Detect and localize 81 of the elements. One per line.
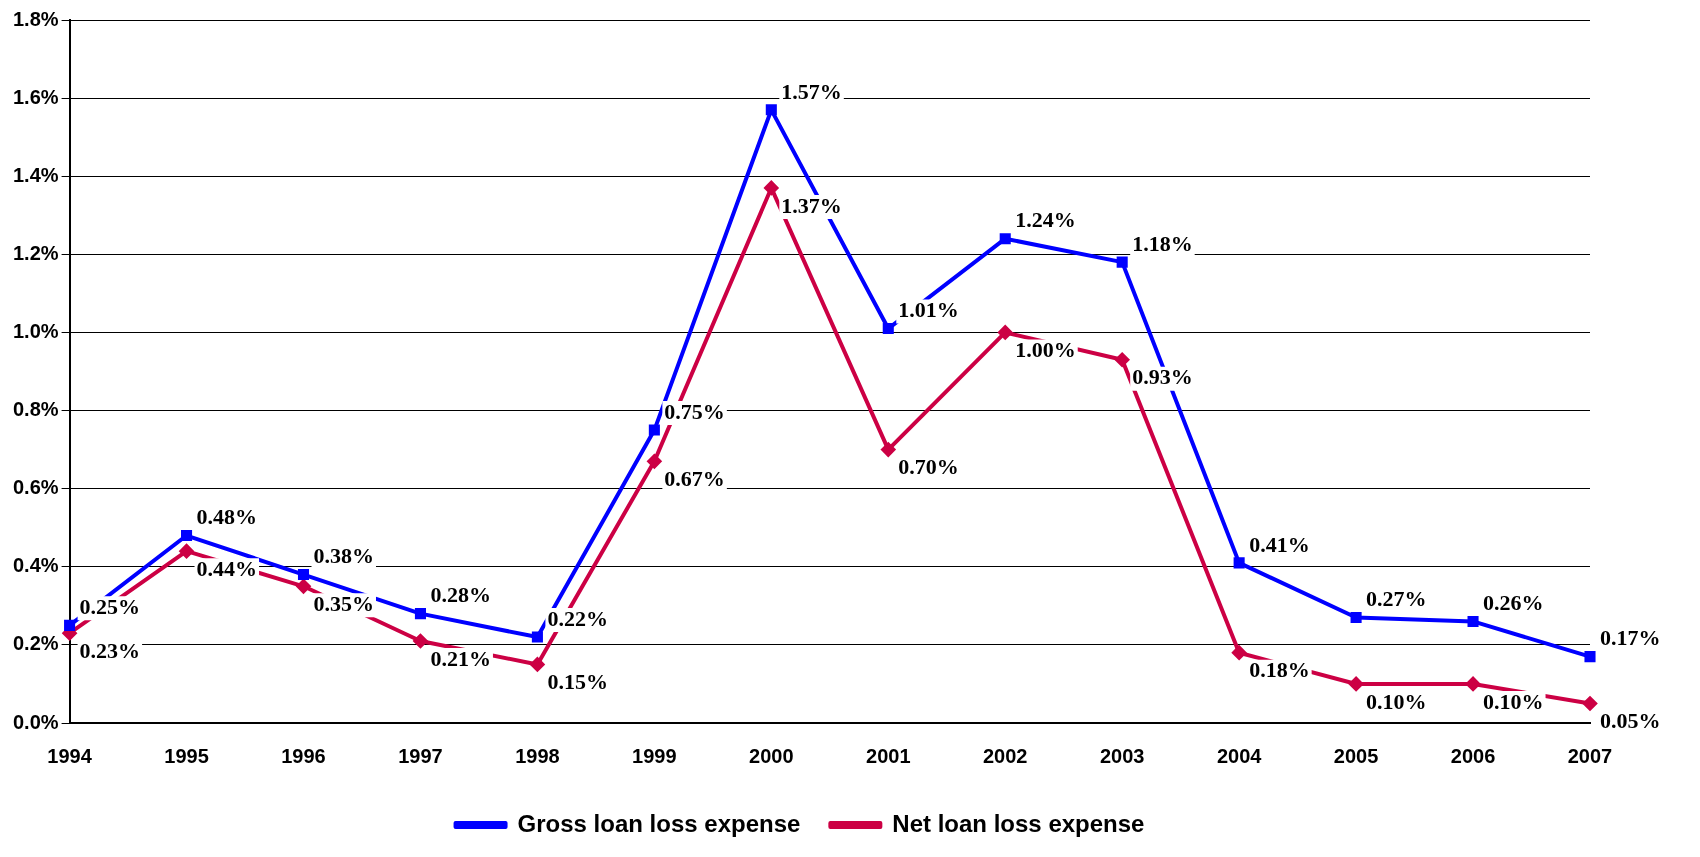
point [999,233,1011,245]
point [1584,651,1596,663]
x-tick-label: 1997 [398,744,443,767]
point [1115,352,1130,367]
point [1349,676,1364,691]
data-label: 0.70% [898,454,959,480]
data-label: 0.41% [1249,531,1310,557]
data-label: 1.01% [898,297,959,323]
x-tick-label: 1998 [515,744,560,767]
point [1467,615,1479,627]
x-tick-label: 2001 [866,744,911,767]
point [414,608,426,620]
point [765,104,777,116]
y-tick-label: 0.2% [12,632,59,655]
point [1350,612,1362,624]
x-tick-label: 2006 [1450,744,1496,767]
point [64,619,76,631]
data-label: 0.15% [547,669,608,695]
x-tick-label: 2007 [1567,744,1613,767]
legend-label: Gross loan loss expense [517,809,801,837]
point [1466,676,1481,691]
x-tick-label: 2005 [1333,744,1379,767]
data-label: 0.38% [313,543,374,569]
data-label: 0.48% [196,504,258,530]
x-tick-label: 1995 [164,744,209,767]
data-label: 1.57% [781,78,842,104]
x-tick-label: 2000 [749,744,794,767]
data-label: 0.35% [313,590,374,616]
point [1116,256,1128,268]
data-label: 0.21% [430,645,491,671]
x-tick-label: 2003 [1099,744,1145,767]
x-tick-label: 1999 [632,744,677,767]
data-label: 0.10% [1366,688,1427,714]
x-tick-label: 2002 [982,744,1028,767]
data-label: 0.25% [79,594,141,620]
data-label: 0.93% [1132,364,1193,390]
point [1233,557,1245,569]
point [297,569,310,581]
y-tick-label: 1.0% [12,319,59,342]
y-tick-label: 1.4% [12,163,59,186]
point [764,180,779,195]
data-label: 0.75% [664,398,725,424]
data-label: 0.28% [430,582,491,608]
y-tick-label: 1.2% [12,241,59,264]
data-label: 0.22% [547,605,608,631]
data-label: 1.00% [1015,337,1076,363]
data-label: 1.18% [1132,230,1193,256]
data-label: 0.23% [79,637,141,663]
x-tick-label: 1996 [281,744,326,767]
x-tick-label: 1994 [47,744,93,767]
point [181,530,193,542]
y-tick-label: 0.4% [12,554,59,577]
point [531,631,543,643]
point [998,325,1013,340]
data-label: 0.18% [1249,657,1310,683]
y-tick-label: 0.8% [12,398,59,421]
data-label: 0.26% [1483,590,1544,616]
data-label: 0.67% [664,466,725,492]
x-tick-label: 2004 [1216,744,1263,767]
data-label: 1.24% [1015,207,1076,233]
y-tick-label: 1.8% [12,7,59,30]
point [647,454,662,469]
y-tick-label: 1.6% [12,85,59,108]
point [530,657,545,672]
data-label: 0.44% [196,555,258,581]
point [1232,645,1247,660]
point [882,323,894,335]
point [179,544,194,559]
data-label: 0.10% [1483,688,1544,714]
y-tick-label: 0.6% [12,476,59,499]
data-label: 1.37% [781,192,842,218]
data-label: 0.27% [1366,586,1427,612]
legend-label: Net loan loss expense [892,809,1145,837]
point [413,633,428,648]
y-tick-label: 0.0% [12,710,59,733]
data-label: 0.17% [1600,625,1661,651]
point [296,579,311,594]
point [881,442,896,457]
point [1583,696,1597,711]
data-label: 0.05% [1600,708,1661,734]
point [648,424,660,436]
